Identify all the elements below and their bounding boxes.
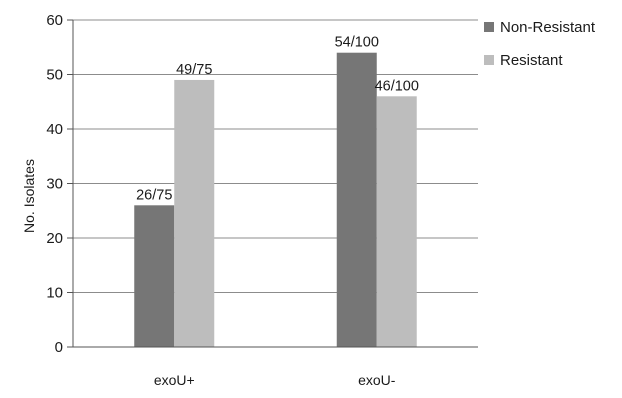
bar-resistant-1	[376, 96, 417, 347]
y-tick-label: 50	[46, 67, 63, 84]
bars	[134, 52, 417, 347]
x-category-label: exoU-	[358, 372, 396, 388]
y-tick-label: 30	[46, 176, 63, 193]
legend-swatch	[484, 55, 494, 65]
data-label: 46/100	[375, 78, 419, 94]
legend-label: Non-Resistant	[500, 19, 596, 36]
y-tick-label: 20	[46, 230, 63, 247]
legend-swatch	[484, 22, 494, 32]
x-category-label: exoU+	[154, 372, 195, 388]
x-category-labels: exoU+ exoU-	[154, 372, 396, 388]
grid-lines	[73, 19, 478, 293]
legend-label: Resistant	[500, 52, 563, 69]
y-tick-label: 40	[46, 121, 63, 138]
bar-resistant-0	[174, 79, 215, 347]
y-tick-label: 10	[46, 285, 63, 302]
bar-non-resistant-0	[134, 205, 175, 347]
data-label: 26/75	[136, 187, 172, 203]
bar-non-resistant-1	[336, 52, 377, 347]
y-tick-labels: 0 10 20 30 40 50 60	[46, 12, 63, 356]
data-label: 54/100	[335, 35, 379, 51]
data-label: 49/75	[176, 62, 212, 78]
data-labels: 26/75 49/75 54/100 46/100	[136, 35, 419, 204]
axes	[67, 19, 478, 348]
y-tick-label: 60	[46, 12, 63, 29]
y-axis-title: No. Isolates	[21, 159, 37, 233]
legend: Non-Resistant Resistant	[484, 19, 596, 69]
y-tick-label: 0	[55, 339, 63, 356]
